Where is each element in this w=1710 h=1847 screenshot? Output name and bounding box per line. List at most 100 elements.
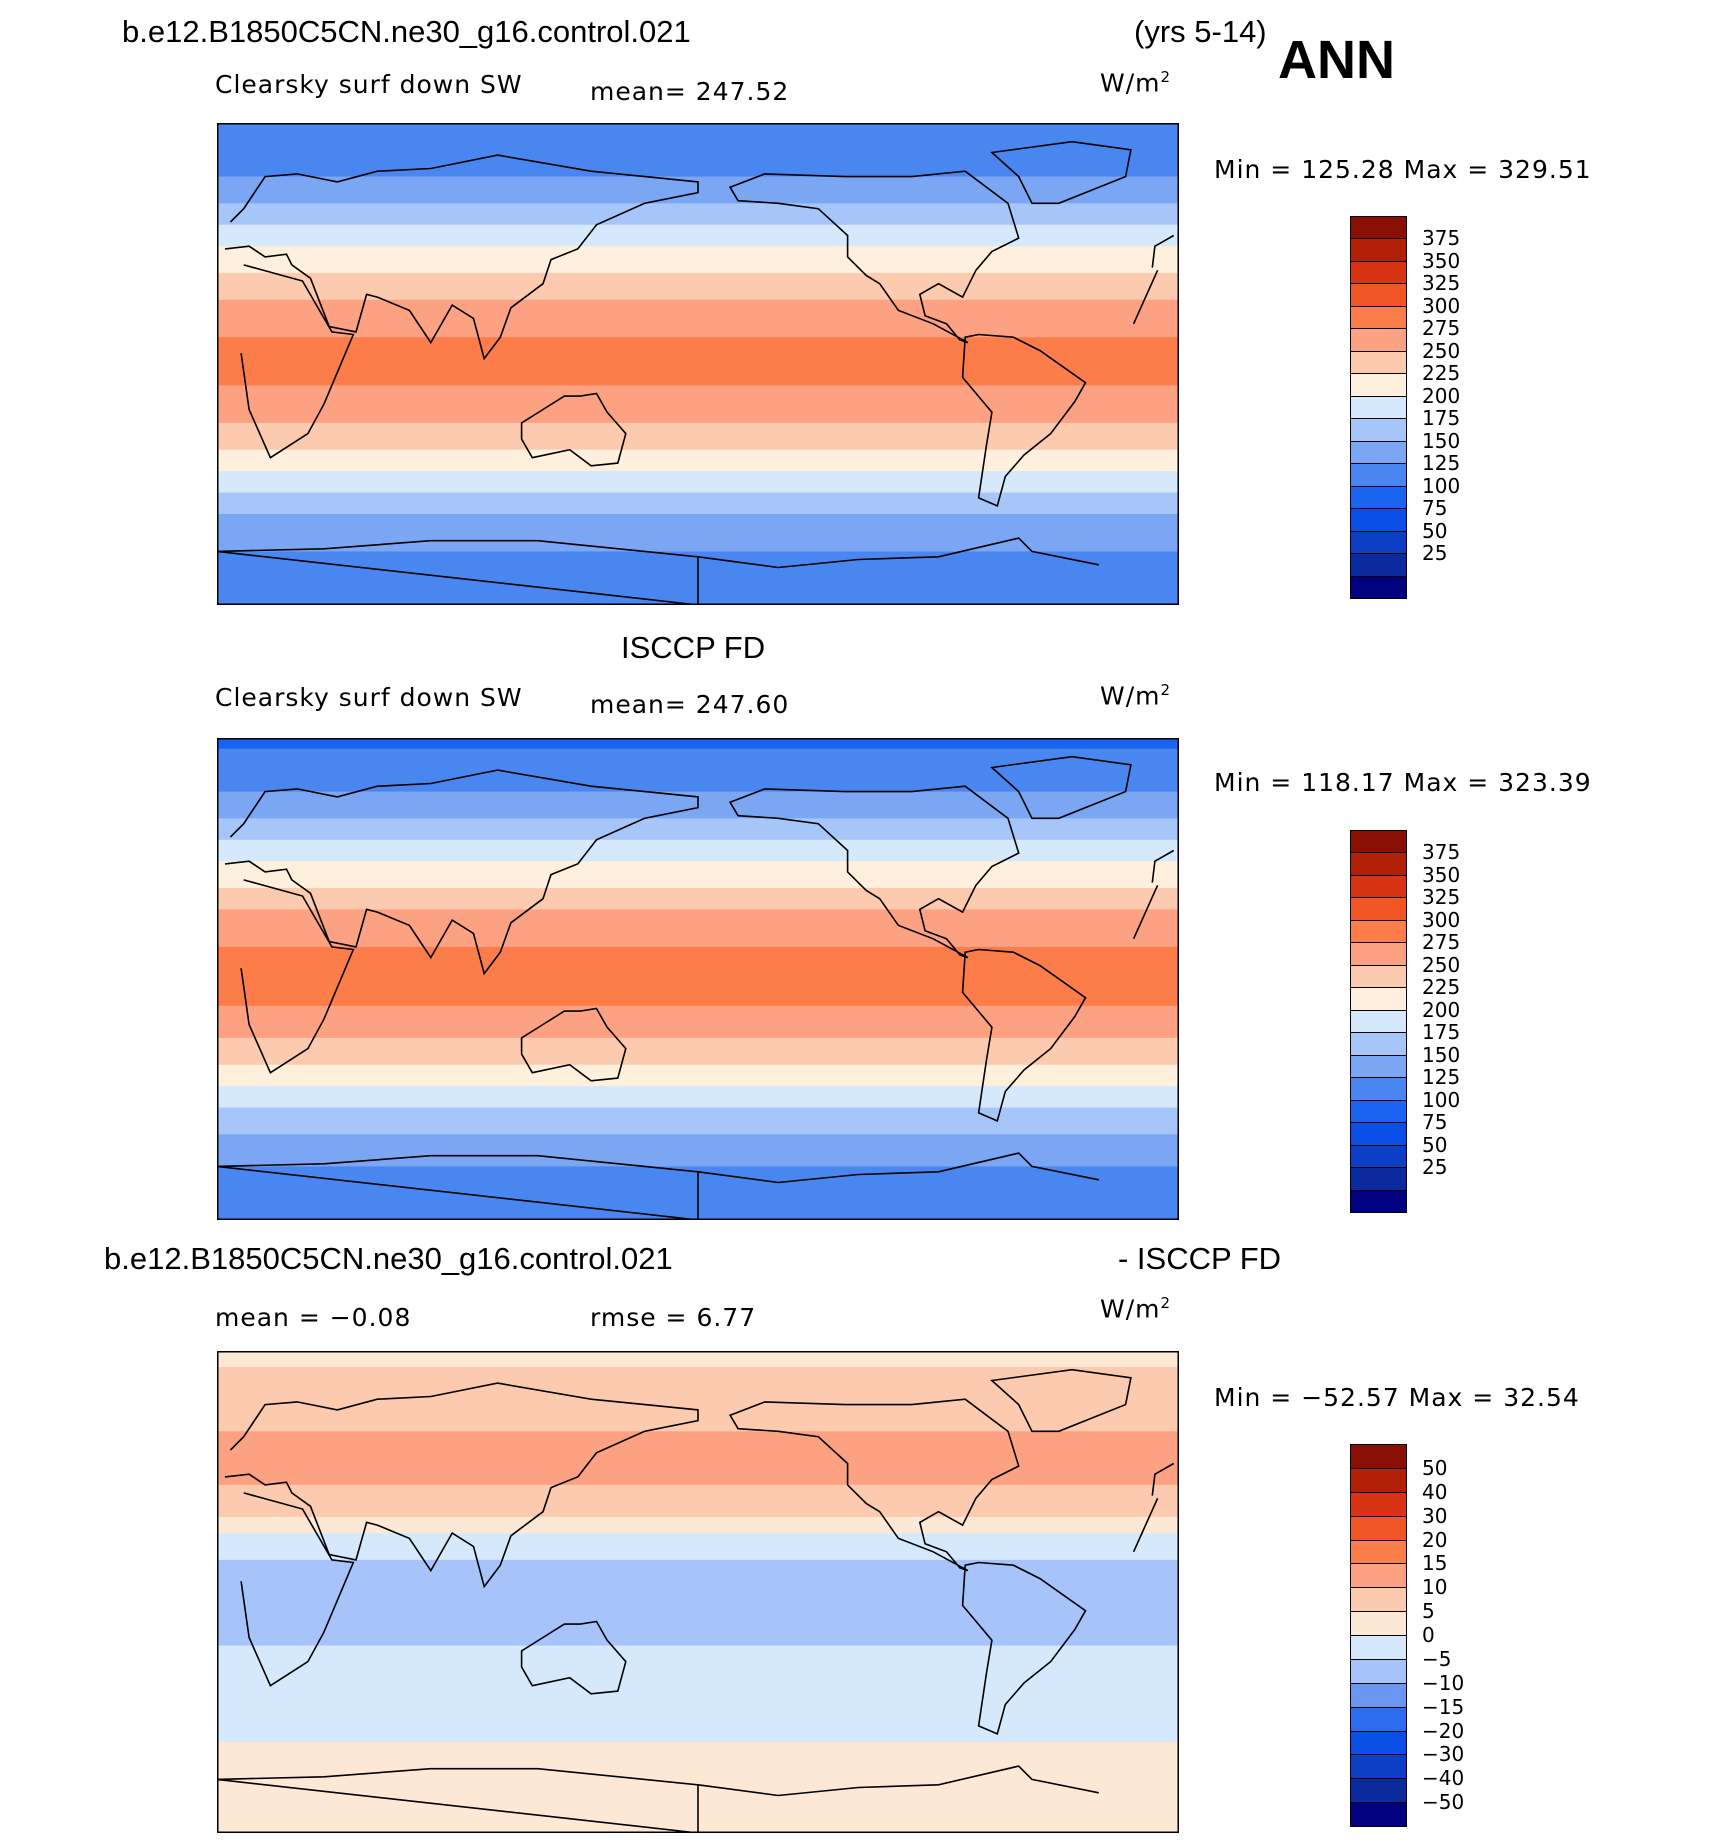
- contour-band: [217, 1474, 1179, 1481]
- contour-band: [217, 834, 1179, 841]
- contour-band: [217, 1145, 1179, 1151]
- colorbar-tick-label: 325: [1422, 885, 1461, 910]
- contour-band: [217, 770, 1179, 777]
- contour-band: [217, 1715, 1179, 1722]
- contour-band: [217, 256, 1179, 263]
- colorbar-tick-label: 300: [1422, 293, 1461, 318]
- coastline: [224, 154, 1175, 361]
- colorbar-swatch: [1350, 463, 1407, 487]
- contour-band: [217, 417, 1179, 424]
- colorbar-swatch: [1350, 1122, 1407, 1146]
- contour-band: [217, 839, 1179, 846]
- contour-band: [217, 1533, 1179, 1540]
- map-svg: [217, 738, 1179, 1220]
- contour-band: [217, 1096, 1179, 1103]
- contour-band: [217, 235, 1179, 242]
- contour-band: [217, 866, 1179, 873]
- colorbar-swatch: [1350, 897, 1407, 921]
- contour-band: [217, 487, 1179, 494]
- contour-band: [217, 1011, 1179, 1018]
- colorbar-swatch: [1350, 1189, 1407, 1213]
- contour-band: [217, 1538, 1179, 1545]
- contour-band: [217, 957, 1179, 964]
- contour-band: [217, 1161, 1179, 1168]
- map-svg: [217, 1351, 1179, 1833]
- contour-band: [217, 503, 1179, 510]
- contour-band: [217, 476, 1179, 483]
- panel1-mean: mean= 247.52: [590, 77, 790, 106]
- map-frame: [217, 738, 1179, 1220]
- contour-band: [217, 374, 1179, 381]
- coastline: [728, 170, 1020, 344]
- contour-band: [217, 1361, 1179, 1368]
- colorbar-tick-label: −30: [1422, 1742, 1465, 1767]
- colorbar-tick-label: 375: [1422, 840, 1461, 865]
- contour-band: [217, 1043, 1179, 1050]
- panel1-colorbar: 375 350 325 300 275 250 225 200 175 150 125 100 75 50…: [1350, 216, 1460, 599]
- contour-band: [217, 1468, 1179, 1475]
- colorbar-tick-label: 50: [1422, 1455, 1448, 1480]
- contour-band: [217, 1091, 1179, 1098]
- contour-band: [217, 455, 1179, 461]
- contour-band: [217, 278, 1179, 285]
- colorbar-swatch: [1350, 485, 1407, 510]
- contour-band: [217, 1032, 1179, 1039]
- contour-band: [217, 176, 1179, 183]
- contour-band: [217, 1495, 1179, 1502]
- panel3-minmax: Min = −52.57 Max = 32.54: [1214, 1383, 1580, 1412]
- contour-band: [217, 904, 1179, 910]
- contour-band: [217, 1672, 1179, 1679]
- contour-band: [217, 1758, 1179, 1764]
- contour-band: [217, 171, 1179, 178]
- contour-band: [217, 519, 1179, 526]
- contour-band: [217, 294, 1179, 301]
- colorbar-swatch: [1350, 1635, 1407, 1660]
- contour-band: [217, 1629, 1179, 1636]
- contour-band: [217, 123, 1179, 129]
- contour-band: [217, 1048, 1179, 1055]
- colorbar-tick-label: 75: [1422, 1110, 1448, 1135]
- contour-band: [217, 1447, 1179, 1454]
- contour-band: [217, 540, 1179, 547]
- contour-band: [217, 1608, 1179, 1615]
- contour-band: [217, 925, 1179, 932]
- colorbar-tick-label: 50: [1422, 1132, 1448, 1157]
- contour-band: [217, 160, 1179, 167]
- colorbar-tick-label: 325: [1422, 271, 1461, 296]
- contour-band: [217, 754, 1179, 761]
- panel3-colorbar: 50 40 30 20 15 10 5 0 −5 −10 −15 −20 −30 −40 −50: [1350, 1444, 1464, 1827]
- colorbar-tick-label: 0: [1422, 1623, 1435, 1647]
- contour-band: [217, 240, 1179, 247]
- colorbar-swatch: [1350, 1077, 1407, 1101]
- colorbar-tick-label: 250: [1422, 952, 1461, 977]
- contour-band: [217, 1511, 1179, 1518]
- contour-band: [217, 465, 1179, 472]
- contour-band: [217, 1741, 1179, 1748]
- contour-band: [217, 941, 1179, 948]
- contour-band: [217, 1118, 1179, 1125]
- contour-band: [217, 283, 1179, 290]
- panel2-title: ISCCP FD: [621, 630, 766, 665]
- contour-band: [217, 1768, 1179, 1775]
- contour-band: [217, 946, 1179, 953]
- colorbar-tick-label: 40: [1422, 1479, 1448, 1504]
- colorbar-tick-label: −20: [1422, 1718, 1465, 1743]
- contour-band: [217, 144, 1179, 151]
- colorbar-swatch: [1350, 1778, 1407, 1804]
- colorbar-tick-label: 125: [1422, 451, 1461, 476]
- colorbar-swatch: [1350, 530, 1407, 555]
- coastline: [961, 333, 1087, 507]
- contour-band: [217, 1372, 1179, 1379]
- colorbar-tick-label: −40: [1422, 1766, 1465, 1791]
- contour-band: [217, 1693, 1179, 1700]
- years-label: (yrs 5-14): [1134, 14, 1267, 49]
- contour-band: [217, 492, 1179, 499]
- contour-band: [217, 508, 1179, 515]
- colorbar-swatch: [1350, 508, 1407, 532]
- colorbar-tick-label: 5: [1422, 1599, 1435, 1624]
- contour-band: [217, 513, 1179, 520]
- colorbar-swatch: [1350, 216, 1407, 240]
- colorbar-swatch: [1350, 1444, 1407, 1469]
- contour-band: [217, 1425, 1179, 1432]
- contour-band: [217, 962, 1179, 969]
